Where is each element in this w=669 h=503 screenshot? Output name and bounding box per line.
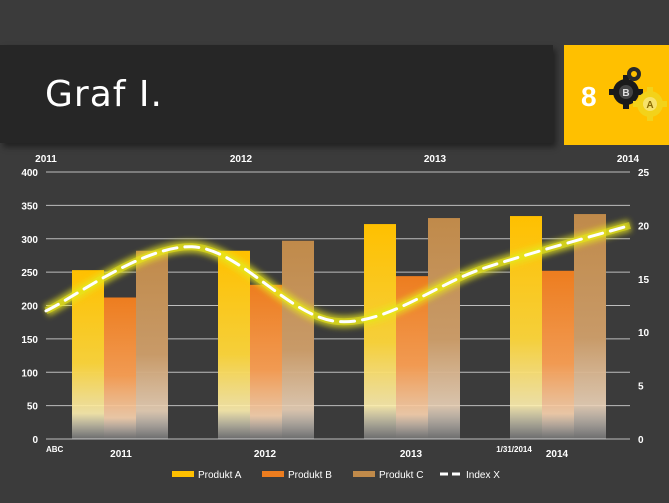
bar-produkt-b: [250, 284, 282, 439]
y-right-tick-label: 15: [638, 275, 650, 286]
top-axis-label: 2011: [35, 154, 57, 165]
y-left-tick-label: 250: [21, 268, 38, 279]
y-left-tick-label: 200: [21, 302, 38, 313]
legend-swatch: [172, 471, 194, 477]
top-axis-label: 2012: [230, 154, 253, 165]
y-right-tick-label: 25: [638, 168, 650, 179]
index-x-line: [44, 223, 632, 324]
title-bar: [0, 45, 553, 143]
y-left-tick-label: 50: [27, 402, 39, 413]
bar-produkt-a: [364, 224, 396, 439]
top-axis-label: 2014: [617, 154, 640, 165]
bar-produkt-c: [574, 214, 606, 439]
legend-label: Index X: [466, 470, 500, 481]
y-left-tick-label: 350: [21, 201, 38, 212]
legend-swatch: [353, 471, 375, 477]
y-right-tick-label: 10: [638, 328, 650, 339]
gear-letter-a: A: [646, 100, 653, 111]
legend-label: Produkt A: [198, 470, 242, 481]
x-category-label: 2013: [400, 449, 423, 460]
y-right-tick-label: 20: [638, 221, 650, 232]
legend-label: Produkt B: [288, 470, 332, 481]
bar-produkt-c: [428, 218, 460, 439]
y-right-tick-label: 5: [638, 382, 644, 393]
y-left-tick-label: 400: [21, 168, 38, 179]
gear-dark-icon: B: [609, 75, 643, 109]
x-category-label: 2012: [254, 449, 277, 460]
bar-produkt-b: [542, 270, 574, 439]
gear-light-icon: A: [633, 87, 667, 121]
bar-produkt-c: [282, 240, 314, 439]
bar-produkt-c: [136, 250, 168, 439]
y-right-tick-label: 0: [638, 435, 644, 446]
gears-logo-icon: B A: [609, 67, 667, 121]
legend-label: Produkt C: [379, 470, 423, 481]
x-extra-label: ABC: [46, 445, 64, 454]
bar-produkt-b: [104, 297, 136, 439]
bar-produkt-a: [218, 250, 250, 439]
y-left-tick-label: 300: [21, 235, 38, 246]
y-left-tick-label: 150: [21, 335, 38, 346]
slide-number: 8: [581, 81, 597, 112]
gear-letter-b: B: [622, 88, 629, 99]
legend-swatch: [262, 471, 284, 477]
top-axis-label: 2013: [424, 154, 447, 165]
y-left-tick-label: 0: [32, 435, 38, 446]
x-extra-label: 1/31/2014: [496, 445, 532, 454]
slide-title: Graf I.: [45, 74, 163, 115]
x-category-label: 2011: [110, 449, 132, 460]
gear-small-icon: [627, 67, 641, 81]
x-category-label: 2014: [546, 449, 569, 460]
y-left-tick-label: 100: [21, 368, 38, 379]
